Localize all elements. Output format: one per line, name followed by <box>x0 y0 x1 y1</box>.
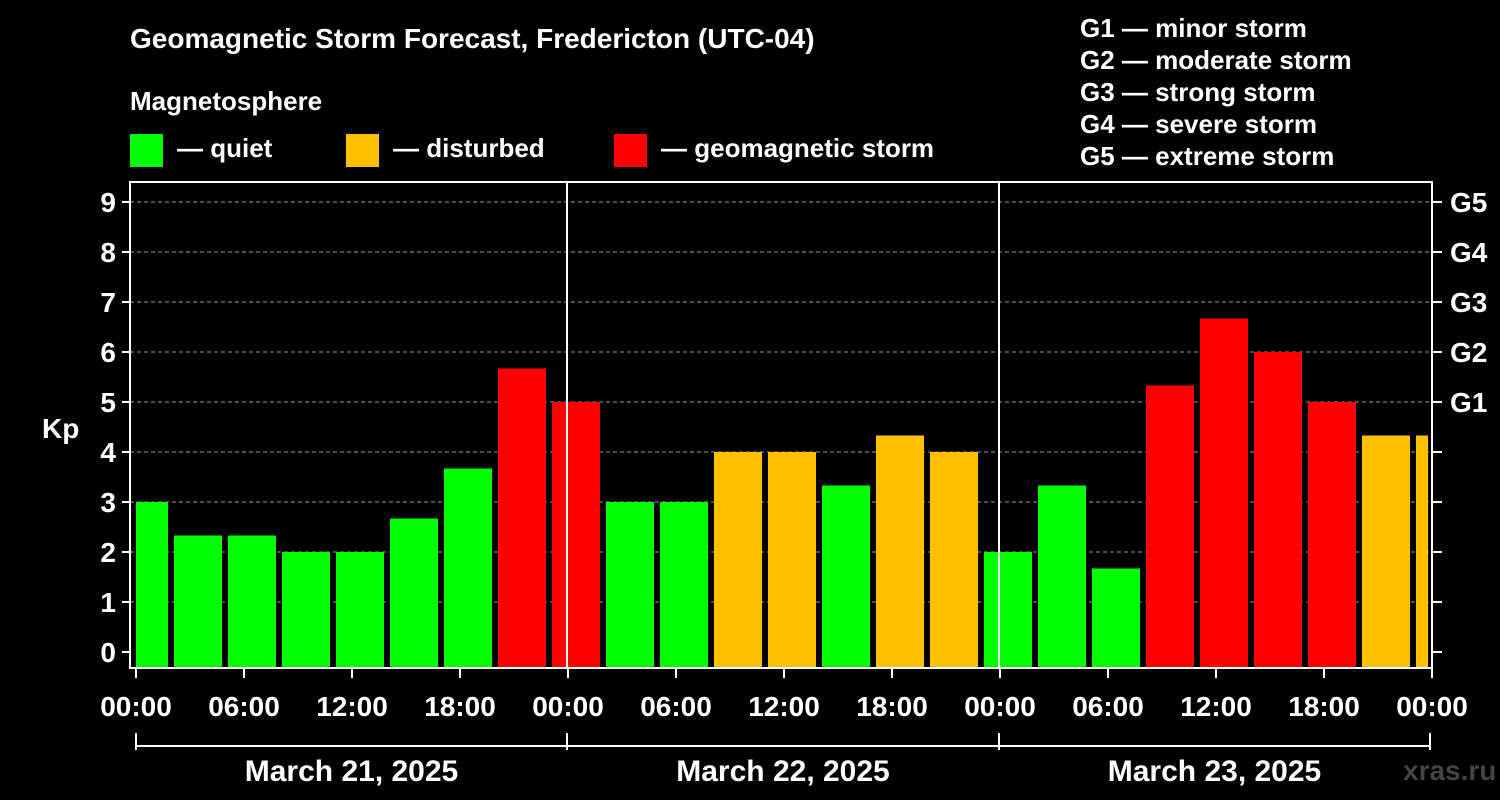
bar <box>660 502 708 668</box>
bar <box>822 485 870 668</box>
bar <box>1362 435 1410 668</box>
x-tick-label: 12:00 <box>316 691 388 722</box>
bar <box>552 402 600 668</box>
date-label: March 22, 2025 <box>676 755 889 788</box>
source-credit: xras.ru <box>1403 755 1496 786</box>
y-tick-label: 2 <box>100 537 116 568</box>
bar <box>282 552 330 668</box>
bar <box>498 368 546 668</box>
y-tick-label: 7 <box>100 287 116 318</box>
legend: — quiet — disturbed — geomagnetic storm <box>130 133 934 167</box>
bar <box>228 535 276 668</box>
bar <box>984 552 1032 668</box>
bar <box>136 502 168 668</box>
legend-label-storm: — geomagnetic storm <box>661 133 934 163</box>
bar <box>876 435 924 668</box>
legend-swatch-disturbed <box>346 134 379 167</box>
x-tick-label: 06:00 <box>640 691 712 722</box>
x-tick-label: 18:00 <box>1288 691 1360 722</box>
y-tick-label: 5 <box>100 387 116 418</box>
legend-title: Magnetosphere <box>130 86 322 116</box>
x-tick-label: 00:00 <box>1396 691 1468 722</box>
right-tick-label: G1 <box>1450 387 1487 418</box>
plot-frame <box>129 181 1433 669</box>
date-axis: March 21, 2025 March 22, 2025 March 23, 20… <box>135 733 1431 788</box>
bar <box>336 552 384 668</box>
bar <box>768 452 816 668</box>
y-tick-label: 0 <box>100 637 116 668</box>
right-tick-label: G2 <box>1450 337 1487 368</box>
legend-label-disturbed: — disturbed <box>393 133 545 163</box>
x-tick-label: 00:00 <box>100 691 172 722</box>
right-tick-label: G3 <box>1450 287 1487 318</box>
storm-scale-item: G3 — strong storm <box>1080 77 1315 107</box>
bar <box>1038 485 1086 668</box>
y-tick-label: 8 <box>100 237 116 268</box>
legend-swatch-storm <box>614 134 647 167</box>
bar <box>930 452 978 668</box>
storm-scale-item: G5 — extreme storm <box>1080 141 1334 171</box>
storm-scale-item: G1 — minor storm <box>1080 13 1307 43</box>
date-label: March 23, 2025 <box>1108 755 1321 788</box>
legend-label-quiet: — quiet <box>177 133 273 163</box>
bar <box>1200 318 1248 668</box>
x-tick-label: 18:00 <box>424 691 496 722</box>
bar <box>174 535 222 668</box>
bar <box>1416 435 1428 668</box>
x-tick-label: 06:00 <box>1072 691 1144 722</box>
date-label: March 21, 2025 <box>245 755 458 788</box>
x-tick-label: 00:00 <box>964 691 1036 722</box>
bar <box>1254 352 1302 668</box>
y-tick-label: 1 <box>100 587 116 618</box>
bar <box>1308 402 1356 668</box>
bar <box>390 518 438 668</box>
storm-scale-item: G4 — severe storm <box>1080 109 1317 139</box>
x-tick-label: 18:00 <box>856 691 928 722</box>
y-tick-label: 4 <box>100 437 116 468</box>
bar <box>1092 568 1140 668</box>
bar <box>606 502 654 668</box>
y-axis-label: Kp <box>42 413 79 444</box>
storm-scale-item: G2 — moderate storm <box>1080 45 1352 75</box>
y-tick-label: 6 <box>100 337 116 368</box>
y-tick-label: 3 <box>100 487 116 518</box>
plot-area: 0 1 2 3 4 5 6 7 8 9 G1 G2 G3 G4 G5 <box>100 181 1488 669</box>
x-tick-label: 12:00 <box>1180 691 1252 722</box>
x-tick-label: 00:00 <box>532 691 604 722</box>
x-tick-label: 12:00 <box>748 691 820 722</box>
right-tick-label: G5 <box>1450 187 1487 218</box>
bar <box>714 452 762 668</box>
legend-swatch-quiet <box>130 134 163 167</box>
x-axis: 00:00 06:00 12:00 18:00 00:00 06:00 12:00 18:00… <box>100 668 1468 722</box>
x-tick-label: 06:00 <box>208 691 280 722</box>
y-tick-label: 9 <box>100 187 116 218</box>
bar <box>444 468 492 668</box>
bar <box>1146 385 1194 668</box>
right-tick-label: G4 <box>1450 237 1488 268</box>
chart-title: Geomagnetic Storm Forecast, Fredericton … <box>130 23 815 54</box>
